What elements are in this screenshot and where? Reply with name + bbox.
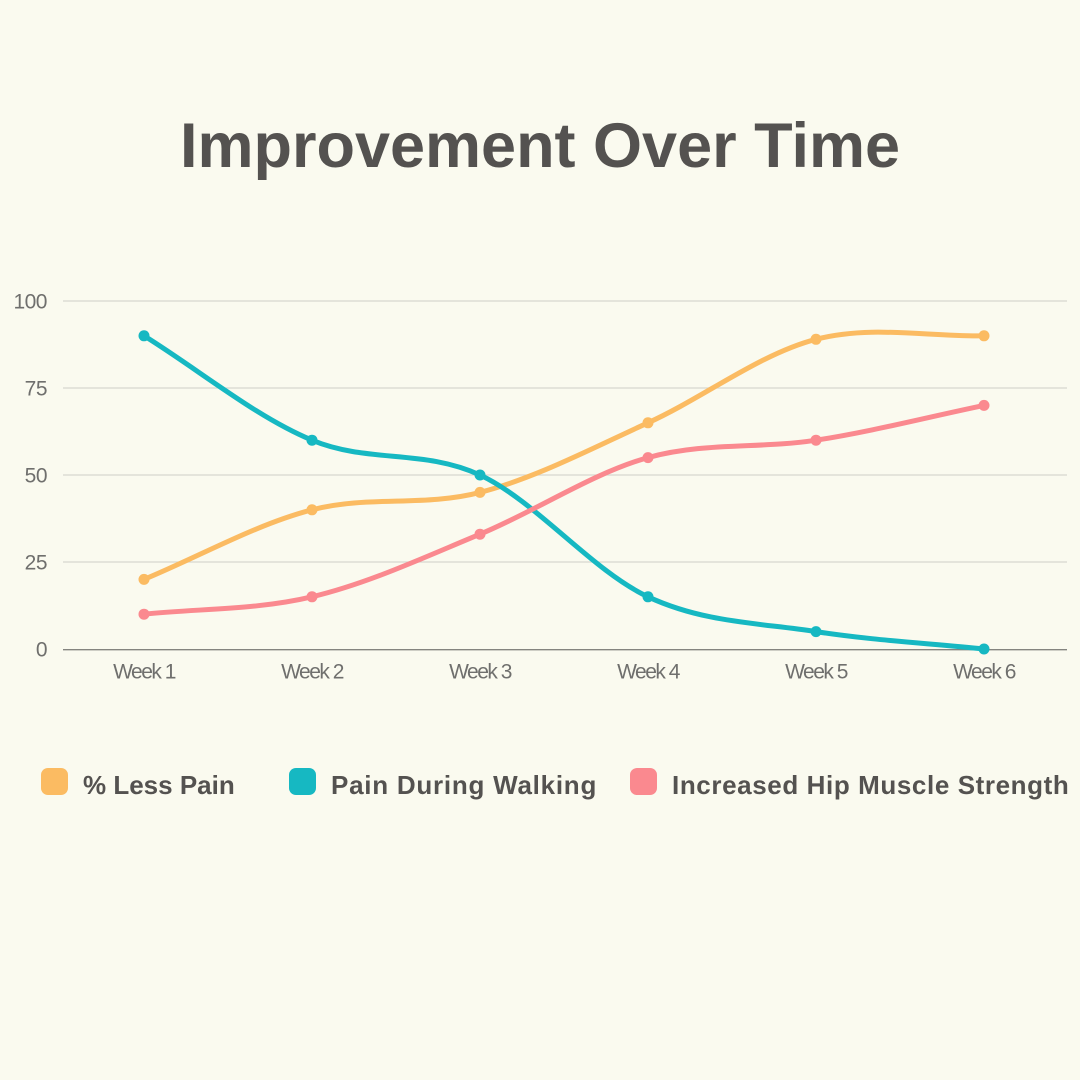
- svg-text:Week 1: Week 1: [113, 661, 176, 684]
- svg-text:Week 3: Week 3: [449, 661, 512, 684]
- svg-text:Week 4: Week 4: [617, 661, 681, 684]
- svg-text:25: 25: [25, 552, 47, 575]
- svg-text:0: 0: [36, 639, 47, 662]
- svg-text:50: 50: [25, 465, 47, 488]
- svg-text:100: 100: [13, 291, 47, 314]
- svg-text:Week 2: Week 2: [281, 661, 344, 684]
- svg-text:Week 5: Week 5: [785, 661, 848, 684]
- svg-text:75: 75: [25, 378, 47, 401]
- svg-text:Week 6: Week 6: [953, 661, 1016, 684]
